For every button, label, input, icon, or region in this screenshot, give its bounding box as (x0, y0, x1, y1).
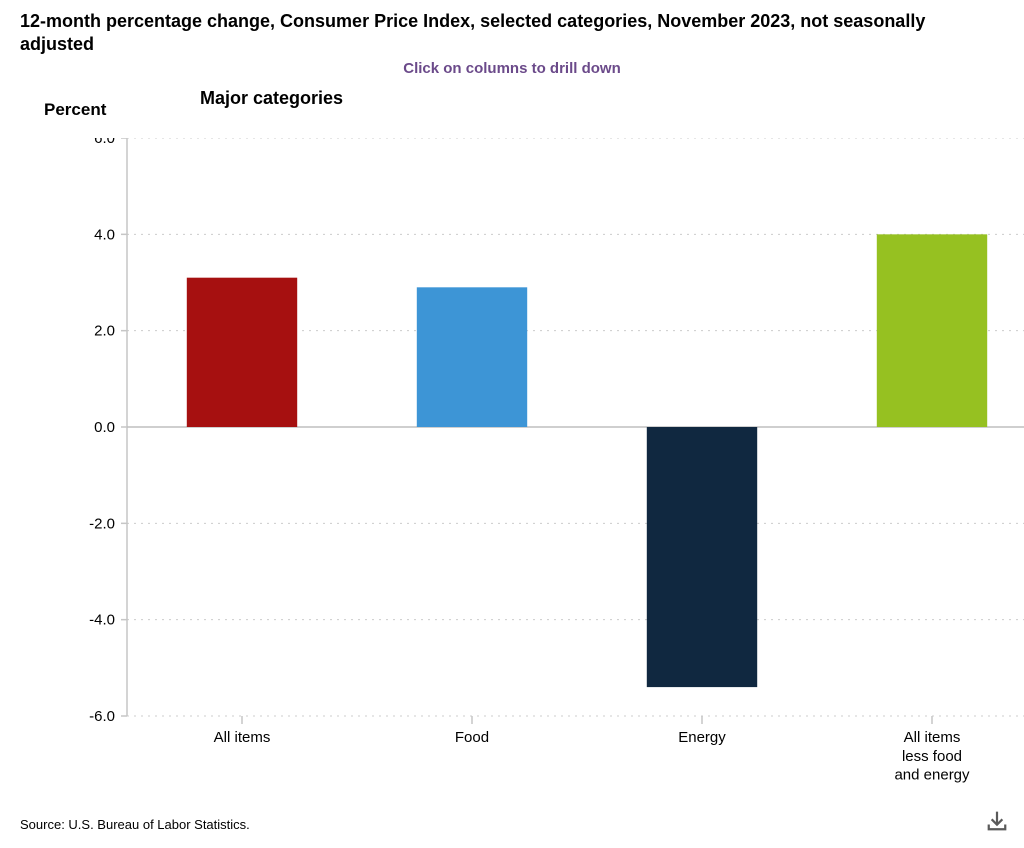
y-tick-label: -6.0 (89, 708, 115, 725)
y-tick-label: 0.0 (94, 419, 115, 436)
drilldown-hint: Click on columns to drill down (0, 60, 1024, 77)
y-tick-label: 4.0 (94, 226, 115, 243)
x-tick-label: Energy (678, 729, 726, 746)
y-tick-label: 6.0 (94, 138, 115, 147)
bar[interactable] (647, 427, 757, 687)
x-tick-label: All items (214, 729, 271, 746)
bar[interactable] (877, 234, 987, 427)
y-tick-label: -4.0 (89, 612, 115, 629)
x-tick-label: Food (455, 729, 489, 746)
source-attribution: Source: U.S. Bureau of Labor Statistics. (20, 817, 250, 832)
chart-subtitle: Major categories (200, 88, 343, 109)
bar[interactable] (417, 287, 527, 427)
y-tick-label: 2.0 (94, 323, 115, 340)
x-tick-label: All itemsless foodand energy (894, 729, 970, 784)
y-axis-title: Percent (44, 100, 106, 120)
bar-chart: 6.0 4.0 2.0 0.0 -2.0 -4.0 -6.0 All items Food Ene… (77, 138, 1024, 801)
bar[interactable] (187, 278, 297, 427)
y-tick-label: -2.0 (89, 515, 115, 532)
chart-title: 12-month percentage change, Consumer Pri… (20, 10, 980, 57)
download-icon[interactable] (986, 810, 1008, 832)
